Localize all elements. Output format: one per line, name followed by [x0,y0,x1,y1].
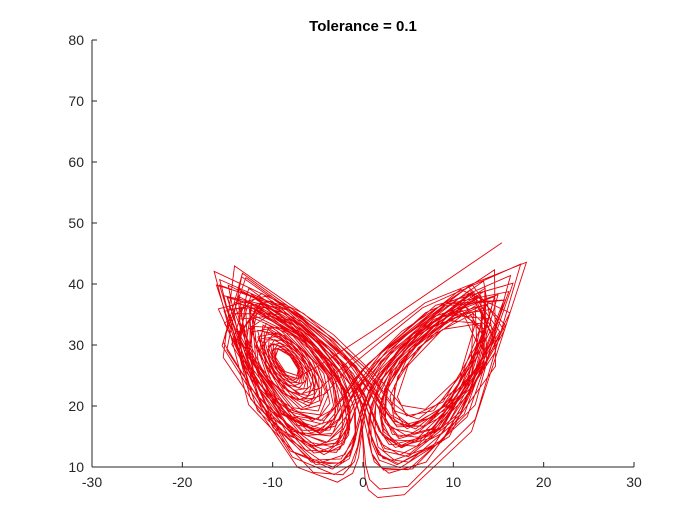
plot-area [92,40,634,467]
series-line-trajectory [213,242,528,499]
y-tick-label-3: 40 [68,276,84,292]
y-tick-label-6: 70 [68,93,84,109]
y-tick-label-5: 60 [68,154,84,170]
chart-title: Tolerance = 0.1 [309,18,417,35]
y-tick-label-2: 30 [68,337,84,353]
x-tick-label-1: -20 [172,474,192,490]
axes-layer: -30 -20 -10 0 10 20 30 10 20 30 40 50 60 70 80 [68,32,642,490]
x-tick-label-2: -10 [263,474,283,490]
y-tick-label-0: 10 [68,459,84,475]
y-tick-label-4: 50 [68,215,84,231]
x-tick-label-3: 0 [359,474,367,490]
x-tick-label-4: 10 [446,474,462,490]
series-layer [213,242,528,499]
y-tick-label-7: 80 [68,32,84,48]
x-tick-label-6: 30 [626,474,642,490]
x-tick-label-0: -30 [82,474,102,490]
y-tick-label-1: 20 [68,398,84,414]
x-tick-label-5: 20 [536,474,552,490]
